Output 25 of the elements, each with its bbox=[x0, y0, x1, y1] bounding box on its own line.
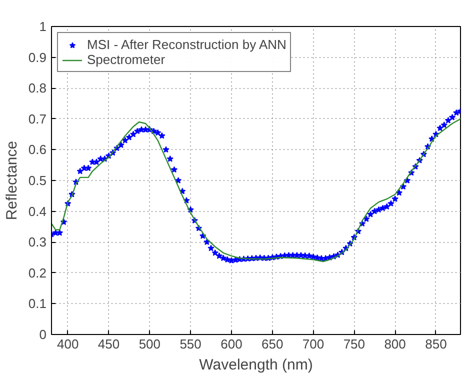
y-tick-label: 0.8 bbox=[28, 80, 47, 96]
y-tick-label: 0 bbox=[39, 327, 47, 342]
y-tick-label: 0.9 bbox=[28, 50, 47, 65]
y-tick-label: 0.1 bbox=[28, 296, 47, 312]
y-tick-label: 0.3 bbox=[28, 234, 47, 250]
y-tick-label: 0.6 bbox=[28, 142, 47, 158]
x-tick-label: 400 bbox=[57, 336, 79, 352]
x-tick-label: 450 bbox=[98, 336, 120, 352]
y-axis-title: Reflectance bbox=[3, 140, 20, 220]
y-tick-label: 0.5 bbox=[28, 173, 47, 188]
legend-label: Spectrometer bbox=[87, 52, 166, 67]
x-tick-label: 700 bbox=[302, 336, 324, 352]
x-tick-label: 500 bbox=[138, 336, 161, 352]
y-tick-label: 0.2 bbox=[28, 265, 47, 280]
x-tick-label: 750 bbox=[343, 336, 366, 352]
y-tick-label: 0.7 bbox=[28, 111, 47, 126]
y-tick-label: 1 bbox=[39, 19, 47, 34]
y-tick-label: 0.4 bbox=[28, 204, 47, 219]
x-tick-label: 850 bbox=[425, 336, 447, 352]
x-tick-label: 550 bbox=[180, 336, 202, 352]
x-tick-label: 800 bbox=[384, 336, 406, 352]
x-tick-label: 600 bbox=[220, 336, 242, 352]
x-tick-label: 650 bbox=[262, 336, 284, 352]
x-axis-title: Wavelength (nm) bbox=[199, 356, 313, 374]
legend-label: MSI - After Reconstruction by ANN bbox=[87, 37, 286, 52]
